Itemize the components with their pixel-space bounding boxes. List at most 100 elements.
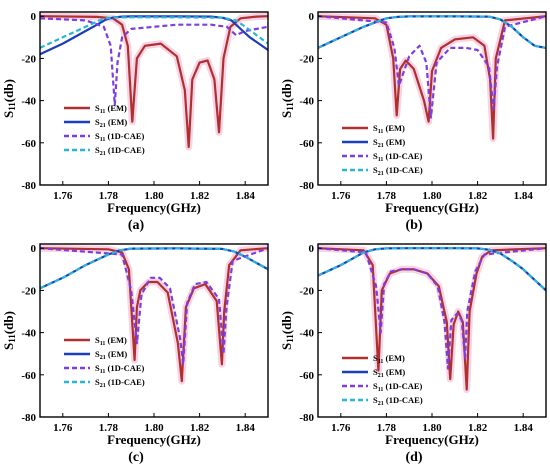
panel-label: (b) [405,218,422,233]
legend-label: S11 (1D-CAE) [373,381,423,393]
x-tick-label: 1.84 [514,422,534,434]
legend-label: S21 (1D-CAE) [373,165,423,177]
series-glow [40,244,268,385]
x-tick-label: 1.82 [468,422,488,434]
legend-label: S11 (1D-CAE) [373,151,423,163]
x-tick-label: 1.82 [190,422,210,434]
series-group [40,12,268,151]
y-tick-label: -20 [299,53,314,65]
x-tick-label: 1.76 [331,190,351,202]
plot-frame [317,243,547,418]
y-axis-label: S11(db) [279,79,295,118]
legend-label: S11 (EM) [95,335,127,347]
series-group [40,244,268,385]
x-tick-label: 1.80 [422,422,442,434]
y-tick-label: -60 [299,138,314,150]
series-group [318,12,546,143]
y-tick-label: -40 [21,328,36,340]
y-tick-label: 0 [31,243,37,255]
y-tick-label: 0 [309,243,315,255]
x-tick-label: 1.84 [236,422,256,434]
x-axis-label: Frequency(GHz) [107,200,201,215]
legend-label: S21 (1D-CAE) [373,395,423,407]
y-tick-label: -80 [299,180,314,192]
y-tick-label: -80 [299,412,314,424]
series-line-2 [318,247,546,292]
x-tick-label: 1.82 [190,190,210,202]
y-tick-label: -40 [21,96,36,108]
series-line-3 [40,247,268,366]
y-tick-label: -80 [21,180,36,192]
y-axis-label: S11(db) [1,79,17,118]
x-tick-label: 1.82 [468,190,488,202]
series-line-3 [318,15,546,119]
chart-panel-1: 0 -20 -40 -60 -80 1.76 1.78 1.80 1.82 1.84 Frequen… [1,11,269,233]
series-glow [318,244,546,394]
legend-label: S21 (EM) [95,117,127,129]
legend: S11 (EM) S21 (EM) S11 (1D-CAE) S21 (1D-CAE) [64,335,145,389]
chart-panel-4: 0 -20 -40 -60 -80 1.76 1.78 1.80 1.82 1.84 Frequen… [279,243,547,465]
y-tick-label: -20 [21,285,36,297]
series-line-4 [318,15,546,49]
x-tick-label: 1.78 [377,422,397,434]
y-tick-label: -80 [21,412,36,424]
series-line-4 [40,247,268,290]
legend-label: S11 (1D-CAE) [95,131,145,143]
y-tick-label: 0 [309,11,315,23]
legend: S11 (EM) S21 (EM) S11 (1D-CAE) S21 (1D-CAE) [64,103,145,157]
y-tick-label: 0 [31,11,37,23]
y-tick-label: -60 [21,138,36,150]
x-tick-label: 1.76 [53,190,73,202]
x-tick-label: 1.80 [422,190,442,202]
series-group [318,244,546,394]
series-line-3 [318,247,546,370]
legend-label: S21 (EM) [95,349,127,361]
legend-label: S11 (1D-CAE) [95,363,145,375]
series-line-1 [318,247,546,391]
y-tick-label: -40 [299,96,314,108]
legend-label: S21 (1D-CAE) [95,377,145,389]
y-tick-label: -60 [299,370,314,382]
series-line-1 [40,15,268,149]
panel-label: (d) [405,450,422,465]
x-tick-label: 1.78 [377,190,397,202]
x-tick-label: 1.76 [331,422,351,434]
x-axis-label: Frequency(GHz) [385,432,479,447]
series-line-1 [318,15,546,140]
y-axis-label: S11(db) [1,311,17,350]
x-tick-label: 1.84 [514,190,534,202]
y-tick-label: -60 [21,370,36,382]
plot-frame [39,243,269,418]
legend-label: S21 (EM) [373,367,405,379]
legend: S11 (EM) S21 (EM) S11 (1D-CAE) S21 (1D-CAE) [342,353,423,407]
x-axis-label: Frequency(GHz) [385,200,479,215]
series-line-4 [318,247,546,292]
legend-label: S11 (EM) [95,103,127,115]
series-line-1 [40,247,268,383]
legend-label: S21 (1D-CAE) [95,145,145,157]
y-tick-label: -20 [21,53,36,65]
legend: S11 (EM) S21 (EM) S11 (1D-CAE) S21 (1D-CAE) [342,123,423,177]
x-tick-label: 1.78 [99,190,119,202]
x-tick-label: 1.84 [236,190,256,202]
series-line-4 [40,16,268,49]
legend-label: S11 (EM) [373,353,405,365]
x-tick-label: 1.78 [99,422,119,434]
x-tick-label: 1.80 [144,422,164,434]
legend-label: S11 (EM) [373,123,405,135]
y-tick-label: -40 [299,328,314,340]
series-glow [40,12,268,151]
x-tick-label: 1.80 [144,190,164,202]
y-tick-label: -20 [299,285,314,297]
y-axis-label: S11(db) [279,311,295,350]
x-axis-label: Frequency(GHz) [107,432,201,447]
chart-panel-3: 0 -20 -40 -60 -80 1.76 1.78 1.80 1.82 1.84 Frequen… [1,243,269,465]
series-line-3 [40,17,268,106]
panel-label: (a) [128,218,145,233]
chart-panel-2: 0 -20 -40 -60 -80 1.76 1.78 1.80 1.82 1.84 Frequen… [279,11,547,233]
series-line-2 [40,15,268,56]
panel-label: (c) [128,450,144,465]
legend-label: S21 (EM) [373,137,405,149]
x-tick-label: 1.76 [53,422,73,434]
